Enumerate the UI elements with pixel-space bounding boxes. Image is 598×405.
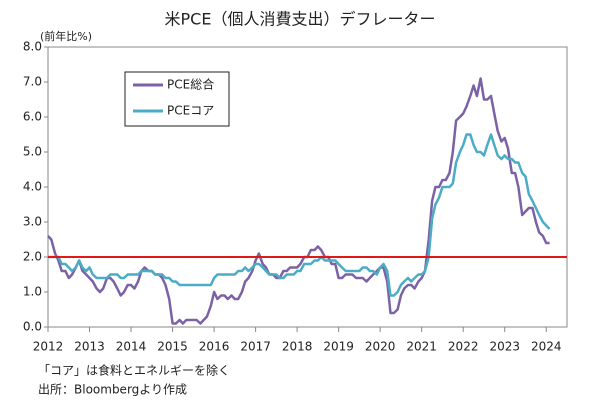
note: 「コア」は食料とエネルギーを除く: [38, 363, 230, 378]
y-tick-label: 8.0: [23, 40, 42, 54]
x-tick-label: 2015: [157, 340, 188, 354]
y-tick-label: 5.0: [23, 145, 42, 159]
chart-title: 米PCE（個人消費支出）デフレーター: [165, 10, 436, 29]
x-tick-label: 2018: [282, 340, 313, 354]
x-tick-label: 2021: [406, 340, 437, 354]
y-tick-label: 4.0: [23, 180, 42, 194]
y-tick-label: 1.0: [23, 285, 42, 299]
x-tick-label: 2016: [199, 340, 230, 354]
x-tick-label: 2022: [448, 340, 479, 354]
y-tick-label: 0.0: [23, 320, 42, 334]
y-tick-label: 6.0: [23, 110, 42, 124]
x-tick-label: 2024: [531, 340, 562, 354]
series-line: [47, 77, 550, 325]
legend-label: PCE総合: [167, 77, 214, 92]
y-unit: (前年比%): [40, 29, 92, 43]
x-tick-label: 2013: [74, 340, 105, 354]
legend-box: [124, 71, 230, 127]
x-tick-label: 2019: [323, 340, 354, 354]
x-tick-label: 2023: [489, 340, 520, 354]
note: 出所：Bloombergより作成: [38, 383, 187, 397]
y-tick-label: 2.0: [23, 250, 42, 264]
y-tick-label: 3.0: [23, 215, 42, 229]
x-tick-label: 2020: [365, 340, 396, 354]
x-tick-label: 2017: [240, 340, 271, 354]
y-tick-label: 7.0: [23, 75, 42, 89]
x-tick-label: 2012: [33, 340, 64, 354]
legend-label: PCEコア: [167, 104, 214, 118]
x-tick-label: 2014: [116, 340, 147, 354]
series-line: [48, 133, 551, 297]
